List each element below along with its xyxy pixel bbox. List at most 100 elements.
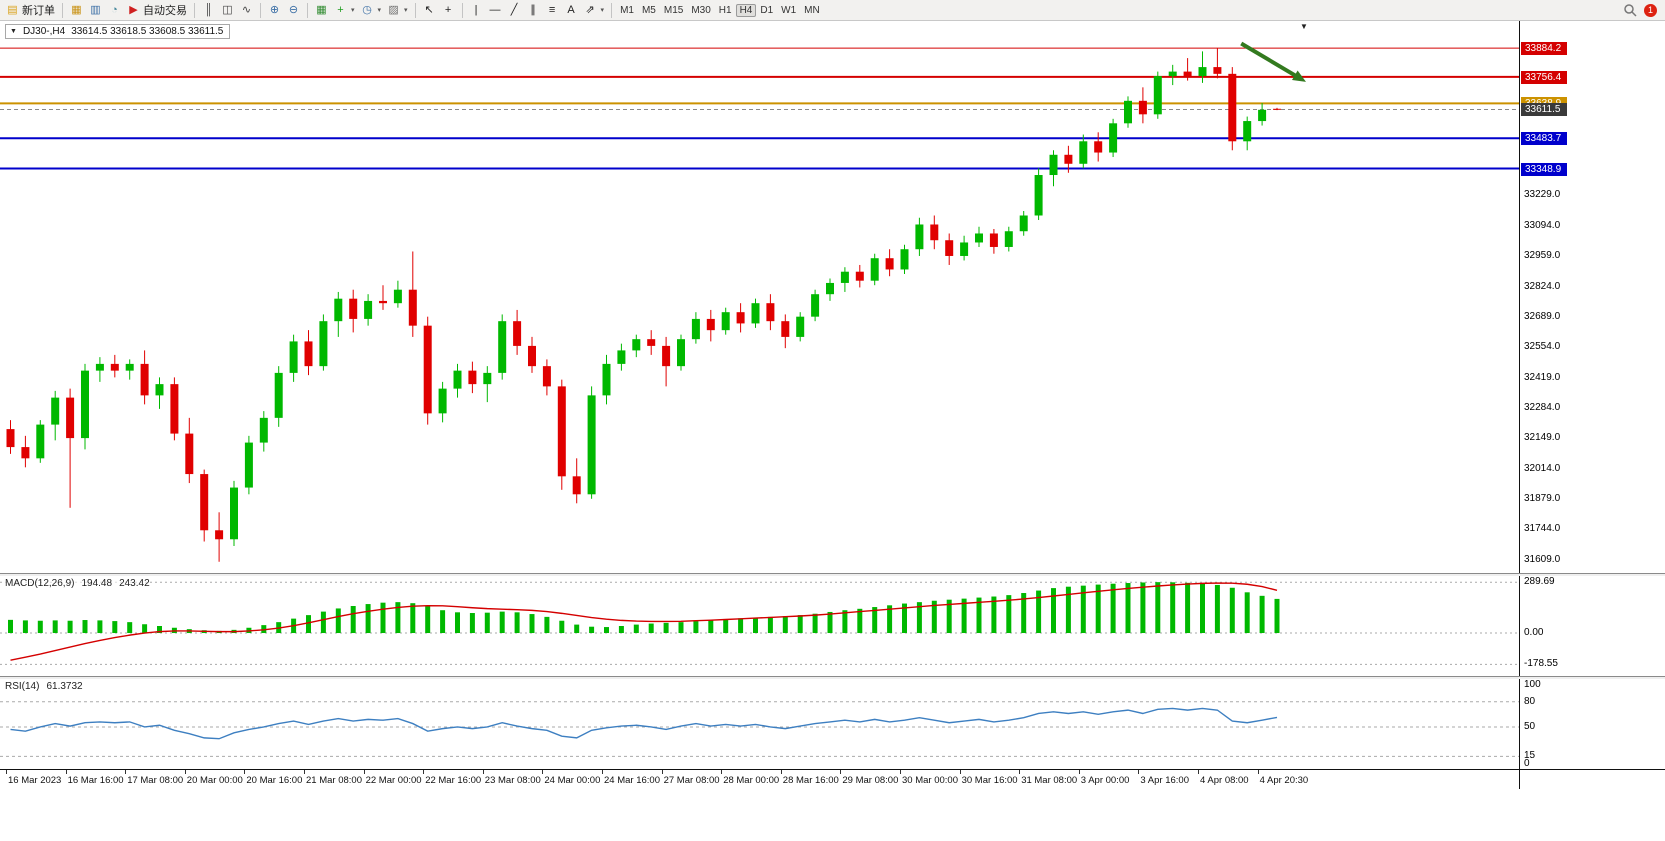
cursor-icon: ↖ <box>424 3 434 16</box>
macd-histogram-bar <box>410 603 416 634</box>
periods-button[interactable]: ◷ ▾ <box>358 3 385 18</box>
price-scale-label: 32824.0 <box>1524 280 1561 292</box>
zoom-out-button[interactable]: ⊖ <box>284 3 303 18</box>
price-scale-label: 32014.0 <box>1524 462 1561 474</box>
timeframe-m30-button[interactable]: M30 <box>691 4 711 16</box>
toolbar-separator <box>260 2 261 18</box>
macd-histogram-bar <box>708 620 714 634</box>
macd-histogram-bar <box>157 626 162 634</box>
timeframe-m5-button[interactable]: M5 <box>641 4 656 16</box>
time-scale-label: 31 Mar 08:00 <box>1021 775 1078 786</box>
line-chart-mode-button[interactable]: ∿ <box>237 3 256 18</box>
macd-histogram-bar <box>380 602 386 634</box>
text-button[interactable]: A <box>562 3 581 18</box>
macd-histogram-bar <box>1006 595 1012 634</box>
arrows-button[interactable]: ⇗ ▾ <box>581 3 608 18</box>
rsi-chart[interactable] <box>0 679 1519 769</box>
macd-name: MACD(12,26,9) <box>5 578 75 589</box>
chart-shift-marker[interactable]: ▼ <box>1300 22 1308 31</box>
toolbar-separator <box>194 2 195 18</box>
candle <box>393 280 402 308</box>
time-tick <box>1078 770 1080 774</box>
candle <box>691 312 700 344</box>
templates-button[interactable]: ▨ ▾ <box>384 3 411 18</box>
bar-chart-mode-button[interactable]: ║ <box>199 3 218 18</box>
panel-splitter[interactable] <box>0 676 1665 679</box>
macd-histogram-bar <box>469 613 475 634</box>
candle <box>602 354 611 405</box>
macd-histogram-bar <box>693 621 699 634</box>
price-badge: 33884.2 <box>1521 42 1567 56</box>
new-order-button[interactable]: ▤ 新订单 <box>3 1 58 19</box>
trendline-button[interactable]: ╱ <box>505 3 524 18</box>
macd-histogram-bar <box>320 611 326 634</box>
panel-splitter[interactable] <box>0 573 1665 576</box>
macd-histogram-bar <box>604 627 609 634</box>
time-scale-label: 21 Mar 08:00 <box>306 775 362 786</box>
candle <box>483 366 492 403</box>
timeframe-m1-button[interactable]: M1 <box>620 4 634 16</box>
timeframe-h4-button[interactable]: H4 <box>735 3 757 17</box>
timeframe-d1-button[interactable]: D1 <box>760 4 774 16</box>
macd-histogram-bar <box>514 612 520 634</box>
notification-badge[interactable]: 1 <box>1644 3 1657 17</box>
clock-icon: ◷ <box>362 3 372 16</box>
tile-windows-button[interactable]: ▦ <box>312 3 331 18</box>
charts-button[interactable]: ▦ <box>67 3 86 18</box>
symbol-period-header[interactable]: ▼ DJ30-,H4 33614.5 33618.5 33608.5 33611… <box>5 24 231 39</box>
price-scale-label: 32959.0 <box>1524 250 1561 262</box>
time-tick <box>244 770 246 774</box>
candle <box>811 289 820 322</box>
candlestick-chart[interactable] <box>0 21 1519 573</box>
indicators-button[interactable]: + ▾ <box>331 3 358 18</box>
candle <box>945 233 954 265</box>
macd-histogram-bar <box>82 620 88 634</box>
main-chart-panel[interactable]: ▼ DJ30-,H4 33614.5 33618.5 33608.5 33611… <box>0 21 1519 573</box>
timeframe-mn-button[interactable]: MN <box>804 4 820 16</box>
candle <box>1019 210 1028 236</box>
macd-histogram-bar <box>1200 583 1205 634</box>
vertical-line-button[interactable]: | <box>467 3 486 18</box>
timeframe-h1-button[interactable]: H1 <box>718 4 732 16</box>
macd-histogram-bar <box>499 611 505 634</box>
timeframe-m15-button[interactable]: M15 <box>663 4 684 16</box>
dropdown-arrow-icon[interactable]: ▾ <box>404 7 408 14</box>
time-tick <box>1138 770 1140 774</box>
candle <box>587 386 596 499</box>
crosshair-button[interactable]: + <box>439 3 458 18</box>
search-icon[interactable] <box>1623 3 1637 17</box>
time-tick <box>721 770 723 774</box>
macd-histogram-bar <box>1274 598 1280 634</box>
navigator-button[interactable]: ◔ <box>105 3 124 18</box>
dropdown-arrow-icon[interactable]: ▾ <box>600 7 605 14</box>
candle <box>766 294 775 331</box>
zoom-in-button[interactable]: ⊕ <box>265 3 284 18</box>
time-scale-label: 20 Mar 00:00 <box>186 775 243 786</box>
rsi-panel[interactable]: RSI(14) 61.3732 <box>0 679 1519 769</box>
fibonacci-button[interactable]: ≡ <box>543 3 562 18</box>
arrow-annotation[interactable] <box>1240 41 1307 82</box>
dropdown-arrow-icon[interactable]: ▾ <box>351 7 355 14</box>
macd-chart[interactable] <box>0 576 1519 676</box>
dropdown-arrow-icon[interactable]: ▾ <box>377 7 382 14</box>
price-scale-label: 33229.0 <box>1524 189 1561 201</box>
macd-histogram-bar <box>574 624 580 634</box>
candlestick-mode-button[interactable]: ◫ <box>218 3 237 18</box>
candle <box>1049 150 1058 187</box>
macd-histogram-bar <box>946 599 952 634</box>
price-scale[interactable]: 33229.0 33094.0 32959.0 32824.0 32689.0 32554… <box>1519 21 1665 573</box>
channel-button[interactable]: ∥ <box>524 3 543 18</box>
horizontal-line-button[interactable]: — <box>486 3 505 18</box>
candle <box>379 285 387 310</box>
timeframe-w1-button[interactable]: W1 <box>781 4 797 16</box>
candle <box>617 343 626 371</box>
time-scale[interactable]: 16 Mar 2023 16 Mar 16:00 17 Mar 08:00 20 Ma… <box>0 769 1519 789</box>
macd-panel[interactable]: MACD(12,26,9) 194.48 243.42 <box>0 576 1519 676</box>
market-watch-button[interactable]: ▥ <box>86 3 105 18</box>
cursor-button[interactable]: ↖ <box>420 3 439 18</box>
auto-trading-button[interactable]: ▶ 自动交易 <box>124 1 190 19</box>
macd-histogram-bar <box>1170 582 1176 634</box>
candle <box>215 512 224 562</box>
candle <box>274 366 283 427</box>
